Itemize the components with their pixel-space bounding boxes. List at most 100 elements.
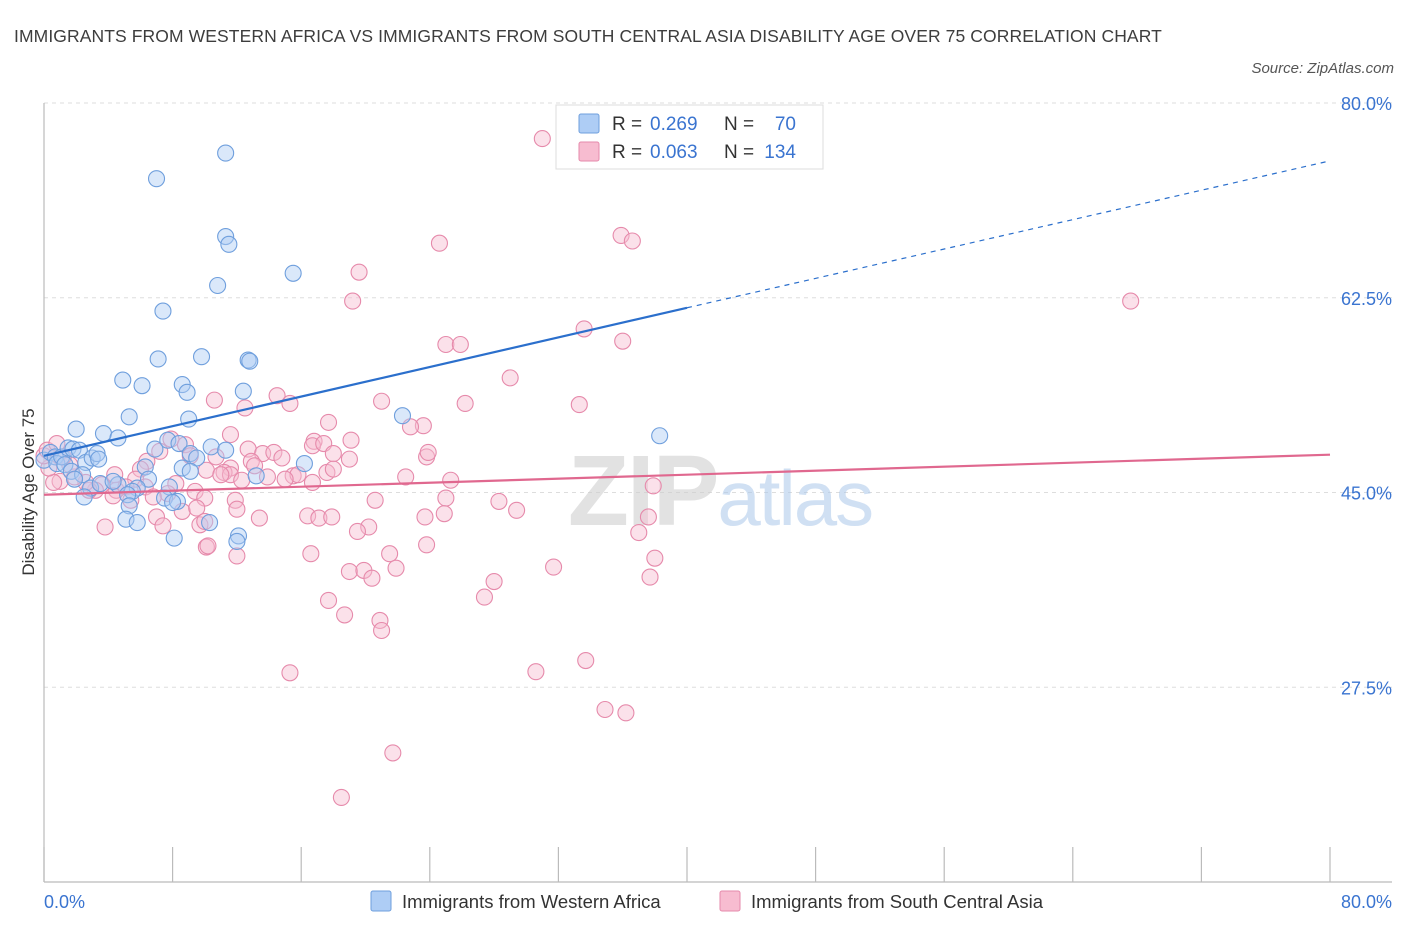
- blue-point: [74, 466, 92, 484]
- legend-r-value-blue: 0.269: [650, 114, 698, 135]
- blue-point: [209, 276, 227, 295]
- trend-line-blue-extension: [686, 160, 1331, 309]
- pink-point: [233, 471, 251, 489]
- blue-point: [128, 513, 146, 532]
- blue-point: [651, 427, 669, 445]
- pink-point: [332, 788, 350, 806]
- pink-point: [617, 704, 635, 722]
- blue-point: [178, 383, 196, 401]
- y-tick-label: 45.0%: [1341, 484, 1392, 504]
- legend-bottom-swatch-pink: [719, 890, 741, 912]
- blue-point: [133, 377, 151, 395]
- blue-point: [247, 467, 265, 485]
- blue-point: [202, 438, 220, 456]
- pink-point: [384, 744, 402, 762]
- watermark-zip: ZIP: [568, 435, 718, 547]
- legend-n-label-blue: N =: [724, 114, 754, 135]
- pink-point: [323, 508, 341, 526]
- blue-point: [114, 371, 132, 389]
- blue-point: [170, 434, 188, 453]
- pink-point: [641, 568, 659, 586]
- legend-bottom-label-pink: Immigrants from South Central Asia: [751, 891, 1044, 912]
- x-tick-label-max: 80.0%: [1341, 892, 1392, 912]
- pink-point: [397, 468, 415, 486]
- blue-point: [165, 529, 183, 547]
- pink-point: [437, 489, 455, 507]
- blue-point: [94, 424, 113, 443]
- blue-point: [104, 472, 122, 490]
- blue-point: [90, 450, 108, 468]
- blue-point: [65, 470, 84, 488]
- pink-point: [188, 499, 206, 517]
- pink-point: [614, 332, 632, 350]
- blue-point: [241, 352, 259, 370]
- pink-point: [221, 466, 240, 484]
- pink-point: [416, 508, 434, 526]
- pink-point: [324, 444, 342, 463]
- pink-point: [430, 234, 448, 252]
- legend-bottom: Immigrants from Western Africa Immigrant…: [370, 890, 1044, 912]
- pink-point: [490, 492, 508, 510]
- pink-point: [186, 482, 204, 500]
- y-tick-label: 62.5%: [1341, 289, 1392, 309]
- pink-point: [381, 545, 399, 563]
- pink-point: [644, 477, 662, 495]
- pink-point: [342, 431, 360, 449]
- watermark: ZIPatlas: [568, 435, 872, 547]
- legend-r-label-blue: R =: [612, 114, 642, 135]
- pink-point: [475, 588, 494, 606]
- pink-point: [451, 335, 469, 354]
- pink-point: [319, 591, 338, 609]
- y-axis-label: Disability Age Over 75: [19, 408, 38, 575]
- blue-point: [149, 350, 167, 368]
- pink-point: [340, 450, 358, 468]
- pink-point: [154, 517, 172, 535]
- pink-point: [373, 392, 391, 410]
- pink-point: [577, 651, 595, 670]
- pink-point: [418, 536, 436, 554]
- legend-n-value-blue: 70: [775, 114, 796, 135]
- pink-point: [360, 518, 378, 536]
- pink-point: [435, 505, 453, 523]
- legend-bottom-label-blue: Immigrants from Western Africa: [402, 891, 661, 912]
- blue-point: [91, 475, 109, 493]
- blue-point: [393, 407, 412, 425]
- pink-point: [176, 436, 195, 454]
- watermark-atlas: atlas: [717, 454, 872, 542]
- legend-top: R = 0.269 N = 70 R = 0.063 N = 134: [555, 104, 824, 170]
- pink-point: [268, 387, 286, 405]
- pink-point: [437, 335, 455, 354]
- pink-point: [336, 606, 354, 624]
- pink-point: [207, 448, 225, 466]
- pink-point: [630, 524, 648, 542]
- y-tick-label: 27.5%: [1341, 678, 1392, 698]
- pink-point: [340, 562, 358, 581]
- legend-swatch-pink: [578, 141, 600, 162]
- y-tick-label: 80.0%: [1341, 94, 1392, 114]
- legend-n-value-pink: 134: [764, 142, 796, 163]
- pink-point: [366, 491, 384, 509]
- legend-swatch-blue: [578, 113, 600, 134]
- blue-point: [217, 144, 235, 162]
- blue-point: [164, 493, 182, 512]
- pink-point: [303, 473, 322, 492]
- pink-point: [596, 700, 614, 719]
- pink-point: [527, 663, 545, 681]
- pink-point: [545, 558, 563, 576]
- pink-point: [212, 466, 230, 484]
- pink-point: [273, 449, 291, 467]
- blue-point: [228, 532, 246, 551]
- pink-point: [373, 621, 391, 640]
- pink-point: [575, 320, 593, 338]
- pink-point: [570, 396, 588, 414]
- pink-point: [228, 500, 246, 518]
- trend-line-blue: [43, 306, 688, 457]
- blue-point: [139, 470, 158, 488]
- pink-point: [623, 232, 641, 250]
- blue-point: [284, 264, 302, 282]
- pink-point: [48, 434, 66, 453]
- pink-point: [363, 569, 381, 587]
- pink-point: [45, 473, 63, 492]
- blue-point: [117, 510, 135, 528]
- pink-point: [348, 522, 367, 541]
